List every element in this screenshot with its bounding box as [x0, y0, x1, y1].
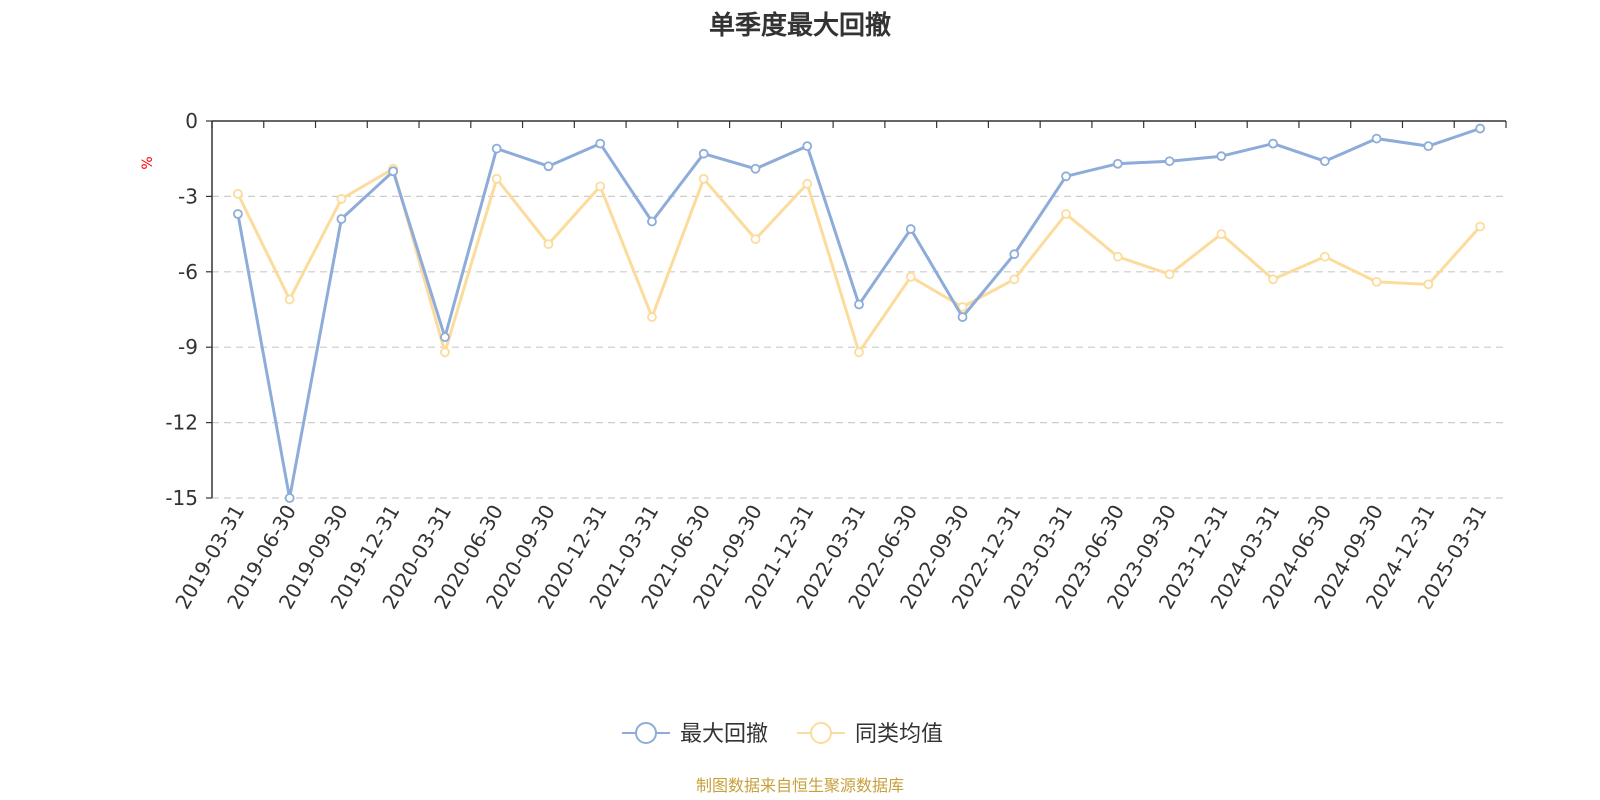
data-point[interactable]: [1061, 209, 1071, 219]
y-axis-unit: %: [140, 156, 156, 169]
axes: [206, 120, 1507, 499]
data-point[interactable]: [232, 209, 243, 219]
data-point[interactable]: [1112, 251, 1123, 262]
data-point[interactable]: [491, 143, 502, 154]
series-0: [232, 123, 1486, 503]
data-point[interactable]: [232, 188, 243, 199]
data-point[interactable]: [284, 294, 295, 305]
y-tick-label: -15: [165, 486, 198, 510]
data-point[interactable]: [1216, 151, 1227, 162]
data-point[interactable]: [440, 332, 450, 343]
data-point[interactable]: [905, 271, 916, 282]
legend-label: 最大回撤: [680, 722, 768, 747]
data-point[interactable]: [1423, 141, 1434, 152]
data-point[interactable]: [284, 493, 295, 503]
chart-title: 单季度最大回撤: [709, 10, 891, 41]
series-lines: [232, 123, 1486, 503]
data-point[interactable]: [1319, 156, 1330, 167]
data-point[interactable]: [336, 214, 347, 224]
data-point[interactable]: [698, 148, 709, 159]
x-tick-labels: 2019-03-312019-06-302019-09-302019-12-31…: [170, 501, 1491, 614]
data-point[interactable]: [750, 163, 761, 174]
legend-label: 同类均值: [855, 722, 943, 747]
legend-item-0[interactable]: 最大回撤: [622, 722, 768, 747]
data-point[interactable]: [1009, 249, 1020, 260]
legend-item-1[interactable]: 同类均值: [797, 722, 943, 747]
data-point[interactable]: [1061, 171, 1071, 182]
series-line: [236, 127, 1481, 500]
y-tick-label: -6: [178, 260, 198, 284]
data-point[interactable]: [1009, 274, 1020, 285]
data-point[interactable]: [388, 166, 399, 177]
y-tick-label: 0: [185, 109, 198, 133]
y-tick-label: -3: [178, 184, 198, 208]
data-point[interactable]: [698, 173, 709, 184]
data-point[interactable]: [854, 299, 864, 310]
data-point[interactable]: [1268, 138, 1278, 149]
data-point[interactable]: [957, 302, 968, 312]
data-point[interactable]: [595, 181, 606, 192]
legend[interactable]: 最大回撤 同类均值: [622, 722, 943, 747]
data-point[interactable]: [1475, 221, 1486, 232]
data-point[interactable]: [1268, 274, 1278, 285]
data-point[interactable]: [1112, 158, 1123, 169]
data-point[interactable]: [1319, 251, 1330, 262]
data-point[interactable]: [336, 194, 347, 204]
y-tick-labels: 0 -3 -6 -9 -12 -15: [165, 109, 198, 510]
data-point[interactable]: [1164, 156, 1175, 167]
data-point[interactable]: [543, 161, 554, 172]
data-point[interactable]: [802, 141, 813, 152]
legend-marker: [635, 722, 657, 744]
data-point[interactable]: [1475, 123, 1486, 134]
data-point[interactable]: [1371, 133, 1382, 144]
data-point[interactable]: [750, 234, 761, 245]
source-note: 制图数据来自恒生聚源数据库: [696, 776, 904, 795]
data-point[interactable]: [854, 347, 864, 358]
data-point[interactable]: [802, 178, 813, 189]
data-point[interactable]: [543, 239, 554, 250]
y-tick-label: -9: [178, 335, 198, 359]
data-point[interactable]: [647, 312, 657, 322]
data-point[interactable]: [440, 347, 450, 358]
y-tick-label: -12: [165, 411, 198, 435]
data-point[interactable]: [1216, 229, 1227, 240]
data-point[interactable]: [595, 138, 606, 149]
data-point[interactable]: [1371, 276, 1382, 287]
data-point[interactable]: [1423, 279, 1434, 290]
data-point[interactable]: [957, 312, 968, 322]
data-point[interactable]: [905, 224, 916, 234]
data-point[interactable]: [1164, 269, 1175, 280]
data-point[interactable]: [491, 173, 502, 184]
data-point[interactable]: [647, 216, 657, 227]
legend-marker: [810, 722, 832, 744]
